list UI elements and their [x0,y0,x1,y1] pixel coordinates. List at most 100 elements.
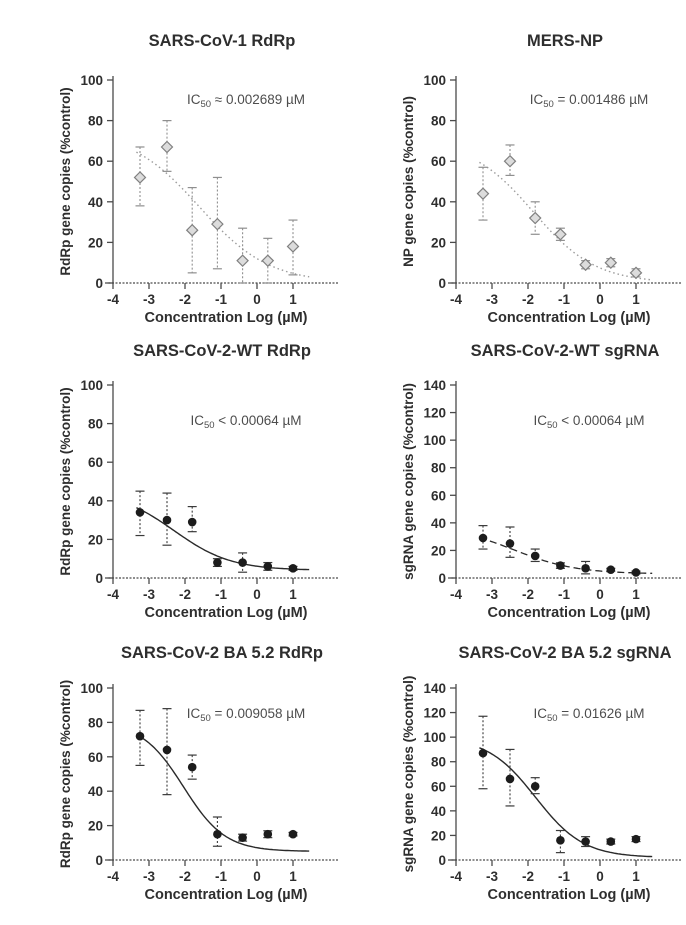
data-point-marker [187,517,197,527]
data-point-marker [160,140,174,154]
fit-curve [136,507,310,571]
x-tick-label: 1 [289,587,297,602]
y-tick-label: 60 [431,779,446,794]
x-tick-label: -2 [179,587,191,602]
y-tick-label: 80 [431,114,446,129]
y-tick-label: 100 [80,681,103,696]
data-point-marker [162,745,172,755]
x-tick-label: -1 [558,292,570,307]
chart-svg: SARS-CoV-2-WT sgRNA sgRNA gene copies (%c… [401,342,681,621]
y-tick-label: 100 [423,73,446,88]
y-tick-label: 0 [438,571,446,586]
x-tick-label: -1 [215,587,227,602]
data-point-marker [505,774,515,784]
y-ticks: 0 20 40 60 80 100 [80,681,113,868]
y-ticks: 0 20 40 60 80 100 [80,378,113,586]
y-tick-label: 140 [423,378,446,393]
data-points [478,533,641,577]
y-axis-label: RdRp gene copies (%control) [58,387,73,575]
x-tick-label: -2 [522,292,534,307]
x-tick-label: -3 [143,869,155,884]
y-tick-label: 40 [88,784,103,799]
x-tick-label: 0 [596,869,604,884]
chart-svg: SARS-CoV-2 BA 5.2 RdRp RdRp gene copies (… [58,644,338,903]
chart-title: SARS-CoV-2-WT RdRp [133,342,311,360]
error-bars [478,144,641,278]
x-tick-label: 0 [253,587,261,602]
x-tick-label: -4 [450,292,462,307]
data-points [133,140,300,268]
data-point-marker [629,266,643,280]
panel-mers-np: MERS-NP NP gene copies (%control) 0 20 40 60 8… [343,0,686,330]
y-ticks: 0 20 40 60 80 100 [80,73,113,291]
y-tick-label: 80 [88,417,103,432]
y-tick-label: 60 [431,488,446,503]
data-point-marker [236,254,249,268]
x-ticks: -4 -3 -2 -1 0 1 [107,860,297,884]
x-tick-label: 0 [253,292,261,307]
x-tick-label: -2 [522,869,534,884]
y-tick-label: 140 [423,681,446,696]
x-tick-label: 1 [632,869,640,884]
data-point-marker [263,562,273,571]
y-tick-label: 100 [80,378,103,393]
data-point-marker [187,762,197,772]
x-axis-label: Concentration Log (µM) [488,605,651,621]
x-tick-label: -2 [179,869,191,884]
x-tick-label: -4 [450,587,462,602]
data-points [478,748,641,846]
y-tick-label: 40 [431,516,446,531]
x-axis-label: Concentration Log (µM) [488,310,651,326]
y-tick-label: 120 [423,406,446,421]
panel-sars-cov-2-wt-sgrna: SARS-CoV-2-WT sgRNA sgRNA gene copies (%c… [343,330,686,640]
y-tick-label: 60 [88,750,103,765]
y-tick-label: 0 [438,276,446,291]
data-point-marker [238,833,247,842]
data-point-marker [503,154,517,168]
fit-curve [136,151,310,278]
data-point-marker [530,551,540,561]
x-tick-label: 1 [289,869,297,884]
y-tick-label: 20 [88,532,103,547]
error-bars [135,708,298,847]
data-point-marker [211,217,224,231]
y-tick-label: 40 [88,494,103,509]
chart-svg: SARS-CoV-2-WT RdRp RdRp gene copies (%con… [58,342,338,621]
data-point-marker [556,561,565,570]
y-tick-label: 20 [431,828,446,843]
x-tick-label: 1 [632,292,640,307]
chart-svg: MERS-NP NP gene copies (%control) 0 20 40 60 8… [401,32,681,326]
data-point-marker [556,836,565,845]
y-tick-label: 40 [431,195,446,210]
x-axis-label: Concentration Log (µM) [145,605,308,621]
y-tick-label: 80 [431,755,446,770]
y-tick-label: 20 [431,543,446,558]
data-point-marker [530,781,540,791]
y-axis-label: RdRp gene copies (%control) [58,87,73,275]
y-tick-label: 60 [88,455,103,470]
x-tick-label: -3 [486,292,498,307]
panel-sars-cov-2-ba-5-2-sgrna: SARS-CoV-2 BA 5.2 sgRNA sgRNA gene copies… [343,640,686,925]
data-point-marker [261,254,275,268]
x-axis-label: Concentration Log (µM) [145,310,308,326]
x-tick-label: -3 [486,587,498,602]
x-tick-label: -1 [558,869,570,884]
fit-curve [479,161,653,281]
data-point-marker [286,240,300,253]
x-axis-label: Concentration Log (µM) [488,887,651,903]
x-tick-label: -4 [107,869,119,884]
y-tick-label: 0 [95,276,103,291]
chart-title: SARS-CoV-2 BA 5.2 sgRNA [458,644,671,662]
y-tick-label: 40 [431,804,446,819]
data-point-marker [606,837,616,846]
data-point-marker [604,256,618,270]
x-tick-label: -4 [107,292,119,307]
data-point-marker [478,533,488,543]
data-point-marker [581,837,590,846]
ic50-annotation: IC50 = 0.01626 µM [533,706,644,724]
data-point-marker [135,508,145,517]
chart-svg: SARS-CoV-2 BA 5.2 sgRNA sgRNA gene copies… [401,644,681,903]
data-point-marker [631,568,641,577]
error-bars [135,119,298,284]
